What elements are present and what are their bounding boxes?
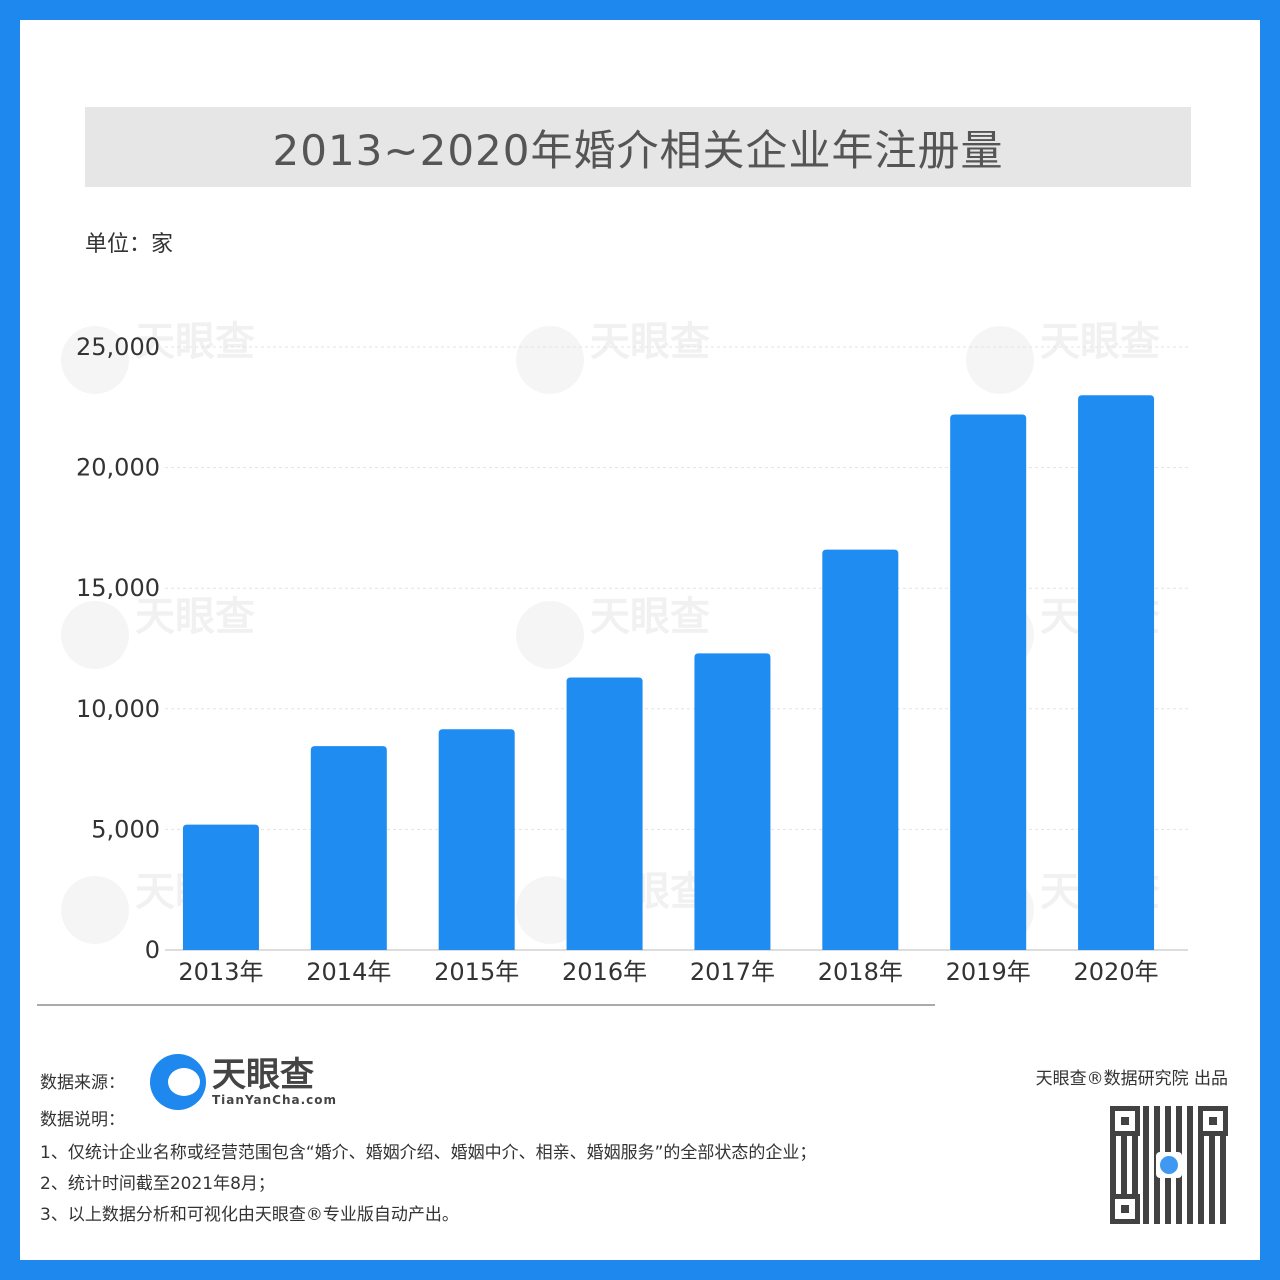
watermark-logo-icon xyxy=(516,601,584,669)
x-tick-label: 2020年 xyxy=(1074,958,1159,986)
bar-2013年 xyxy=(182,824,259,950)
producer-label: 天眼查®数据研究院 出品 xyxy=(1035,1069,1228,1089)
watermark-text: 天眼查 xyxy=(135,594,255,640)
x-tick-label: 2017年 xyxy=(690,958,775,986)
y-tick-label: 20,000 xyxy=(76,454,160,482)
watermark-logo-icon xyxy=(61,601,129,669)
y-tick-label: 10,000 xyxy=(76,695,160,723)
y-tick-label: 15,000 xyxy=(76,574,160,602)
divider xyxy=(37,1004,935,1006)
tianyancha-logo: 天眼查 TianYanCha.com xyxy=(150,1054,337,1110)
source-label: 数据来源： xyxy=(40,1073,125,1093)
watermark-logo-icon xyxy=(966,326,1034,394)
x-tick-label: 2018年 xyxy=(818,958,903,986)
bar-2017年 xyxy=(694,653,771,950)
x-tick-label: 2014年 xyxy=(306,958,391,986)
y-tick-label: 0 xyxy=(145,936,160,964)
title-bar: 2013~2020年婚介相关企业年注册量 xyxy=(85,107,1191,187)
x-tick-label: 2016年 xyxy=(562,958,647,986)
x-tick-label: 2013年 xyxy=(178,958,263,986)
chart-title: 2013~2020年婚介相关企业年注册量 xyxy=(272,125,1004,175)
watermark-text: 天眼查 xyxy=(590,594,710,640)
logo-en: TianYanCha.com xyxy=(212,1093,338,1107)
bar-2016年 xyxy=(566,677,643,950)
bar-2018年 xyxy=(822,549,899,950)
unit-label: 单位：家 xyxy=(85,232,174,257)
y-tick-label: 5,000 xyxy=(91,815,160,843)
card xyxy=(20,20,1260,1260)
watermark-logo-icon xyxy=(61,326,129,394)
watermark-text: 天眼查 xyxy=(135,319,255,365)
bar-2014年 xyxy=(310,746,387,950)
watermark-text: 天眼查 xyxy=(1040,319,1160,365)
note-2: 2、统计时间截至2021年8月； xyxy=(40,1174,275,1194)
y-tick-label: 25,000 xyxy=(76,333,160,361)
watermark-logo-icon xyxy=(516,326,584,394)
note-3: 3、以上数据分析和可视化由天眼查®专业版自动产出。 xyxy=(40,1205,459,1225)
bar-2020年 xyxy=(1078,395,1155,950)
logo-cn: 天眼查 xyxy=(212,1055,314,1095)
watermark-logo-icon xyxy=(61,876,129,944)
note-1: 1、仅统计企业名称或经营范围包含“婚介、婚姻介绍、婚姻中介、相亲、婚姻服务”的全… xyxy=(40,1143,817,1163)
logo-icon xyxy=(150,1054,206,1110)
watermark-text: 天眼查 xyxy=(590,319,710,365)
x-tick-label: 2019年 xyxy=(946,958,1031,986)
x-tick-label: 2015年 xyxy=(434,958,519,986)
bar-2015年 xyxy=(438,729,515,950)
bar-2019年 xyxy=(950,414,1027,950)
qr-code-icon xyxy=(1110,1106,1228,1224)
notes-label: 数据说明： xyxy=(40,1110,125,1130)
